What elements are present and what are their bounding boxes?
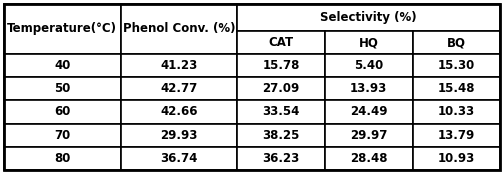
Text: 36.74: 36.74 [160, 152, 198, 165]
Text: 15.78: 15.78 [262, 59, 300, 72]
Text: 42.66: 42.66 [160, 105, 198, 118]
Text: 42.77: 42.77 [160, 82, 198, 95]
Text: BQ: BQ [447, 36, 466, 49]
Text: 80: 80 [54, 152, 71, 165]
Bar [4, 124, 120, 147]
Text: 5.40: 5.40 [354, 59, 384, 72]
Text: 28.48: 28.48 [350, 152, 388, 165]
Bar [120, 100, 237, 124]
Text: HQ: HQ [359, 36, 379, 49]
Text: 29.97: 29.97 [350, 129, 388, 142]
Bar [120, 4, 237, 54]
Bar [413, 124, 500, 147]
Text: 29.93: 29.93 [160, 129, 198, 142]
Text: 13.93: 13.93 [350, 82, 388, 95]
Bar [325, 54, 413, 77]
Bar [4, 4, 120, 54]
Text: Phenol Conv. (%): Phenol Conv. (%) [122, 22, 235, 35]
Bar [325, 77, 413, 100]
Text: 10.93: 10.93 [438, 152, 475, 165]
Text: 15.30: 15.30 [438, 59, 475, 72]
Text: 10.33: 10.33 [438, 105, 475, 118]
Text: 41.23: 41.23 [160, 59, 198, 72]
Bar [325, 100, 413, 124]
Text: 13.79: 13.79 [438, 129, 475, 142]
Text: 38.25: 38.25 [262, 129, 300, 142]
Text: 36.23: 36.23 [263, 152, 300, 165]
Bar [325, 31, 413, 54]
Text: 40: 40 [54, 59, 71, 72]
Bar [120, 77, 237, 100]
Bar [325, 124, 413, 147]
Text: 50: 50 [54, 82, 71, 95]
Bar [237, 77, 325, 100]
Bar [413, 54, 500, 77]
Bar [4, 77, 120, 100]
Bar [413, 147, 500, 170]
Text: Selectivity (%): Selectivity (%) [320, 11, 417, 24]
Bar [120, 124, 237, 147]
Text: 27.09: 27.09 [263, 82, 300, 95]
Bar [325, 147, 413, 170]
Bar [4, 147, 120, 170]
Bar [237, 31, 325, 54]
Bar [237, 4, 500, 31]
Bar [237, 147, 325, 170]
Bar [4, 100, 120, 124]
Bar [237, 100, 325, 124]
Text: 60: 60 [54, 105, 71, 118]
Bar [120, 54, 237, 77]
Text: 24.49: 24.49 [350, 105, 388, 118]
Text: 15.48: 15.48 [437, 82, 475, 95]
Text: 33.54: 33.54 [262, 105, 300, 118]
Text: Temperature(°C): Temperature(°C) [7, 22, 117, 35]
Text: CAT: CAT [269, 36, 293, 49]
Text: 70: 70 [54, 129, 71, 142]
Bar [237, 54, 325, 77]
Bar [413, 77, 500, 100]
Bar [4, 54, 120, 77]
Bar [237, 124, 325, 147]
Bar [120, 147, 237, 170]
Bar [413, 31, 500, 54]
Bar [413, 100, 500, 124]
